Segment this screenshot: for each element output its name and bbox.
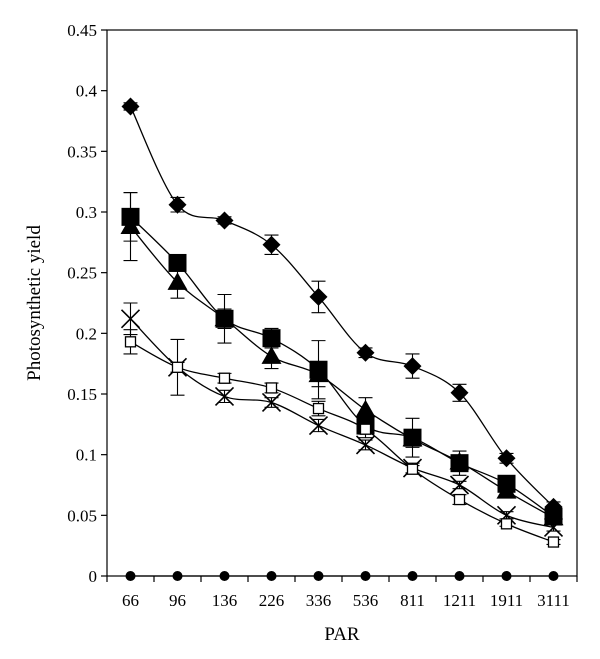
series-line (129, 106, 554, 508)
data-point-square (168, 253, 187, 272)
x-tick-label: 3111 (537, 591, 570, 610)
x-tick-label: 226 (259, 591, 285, 610)
series-line (130, 226, 554, 519)
y-tick-label: 0.25 (67, 264, 97, 283)
data-point-circle (125, 571, 136, 581)
data-point-cross (120, 309, 141, 329)
data-point-triangle (355, 399, 376, 418)
x-tick-label: 136 (212, 591, 238, 610)
data-point-circle (172, 571, 183, 581)
data-point-cross (543, 517, 564, 538)
data-point-circle (407, 571, 418, 581)
x-tick-label: 96 (169, 591, 186, 610)
y-tick-label: 0.35 (67, 142, 97, 161)
y-tick-label: 0.4 (76, 82, 98, 101)
data-point-diamond (403, 357, 422, 376)
data-point-triangle (167, 272, 188, 290)
data-point-circle (266, 571, 277, 581)
y-axis-title: Photosynthetic yield (24, 225, 45, 381)
data-point-open-square (406, 463, 419, 475)
data-point-square (262, 329, 281, 348)
y-tick-label: 0.3 (76, 203, 97, 222)
y-tick-label: 0.1 (76, 446, 97, 465)
x-tick-label: 536 (353, 591, 379, 610)
data-point-cross (355, 435, 376, 455)
x-tick-label: 336 (306, 591, 332, 610)
data-point-open-square (500, 518, 513, 530)
y-tick-label: 0.45 (67, 21, 97, 40)
data-point-triangle (449, 451, 470, 470)
data-point-circle (454, 571, 465, 581)
data-point-circle (219, 571, 230, 581)
y-tick-label: 0.15 (67, 385, 97, 404)
data-point-cross (308, 415, 329, 436)
data-point-cross (214, 386, 235, 406)
series-line (130, 216, 554, 518)
data-point-open-square (312, 402, 325, 415)
data-point-triangle (496, 481, 517, 499)
data-point-diamond (356, 343, 375, 362)
series-line (130, 341, 554, 543)
x-tick-label: 811 (400, 591, 425, 610)
x-tick-label: 66 (122, 591, 139, 610)
data-point-open-square (547, 536, 560, 548)
data-point-cross (449, 475, 470, 495)
series-line (130, 318, 554, 529)
data-point-triangle (308, 364, 329, 383)
data-point-circle (360, 571, 371, 581)
data-point-open-square (218, 372, 231, 384)
data-point-triangle (402, 428, 423, 447)
data-point-triangle (261, 346, 282, 364)
y-tick-label: 0.05 (67, 506, 97, 525)
data-point-open-square (124, 336, 137, 348)
series-cross (120, 302, 564, 538)
data-point-open-square (359, 423, 372, 435)
series-diamond (121, 97, 563, 516)
data-point-diamond (121, 97, 140, 116)
data-point-open-square (453, 493, 466, 506)
series-triangle (120, 192, 564, 526)
data-point-circle (548, 571, 559, 581)
data-point-diamond (168, 195, 187, 214)
series-square-filled (121, 192, 563, 526)
data-point-triangle (543, 507, 564, 526)
x-axis-title: PAR (324, 624, 360, 645)
x-tick-label: 1211 (443, 591, 476, 610)
data-point-diamond (262, 235, 281, 254)
y-axis: 0 0.05 0.1 0.15 0.2 0.25 0.3 0.35 0.4 0.45 (67, 21, 107, 586)
data-point-diamond (309, 287, 328, 306)
data-point-diamond (450, 383, 469, 402)
y-tick-label: 0.2 (76, 324, 97, 343)
data-point-circle (313, 571, 324, 581)
series-layer (120, 97, 564, 581)
data-point-diamond (215, 211, 234, 230)
y-tick-label: 0 (89, 567, 98, 586)
data-point-cross (261, 392, 282, 413)
x-tick-label: 1911 (490, 591, 523, 610)
data-point-diamond (497, 449, 516, 468)
data-point-diamond (544, 497, 563, 516)
data-point-open-square (171, 361, 184, 373)
data-point-circle (501, 571, 512, 581)
data-point-triangle (214, 308, 235, 327)
series-circle (125, 571, 559, 581)
data-point-triangle (120, 216, 141, 235)
x-axis: 66 96 136 226 336 536 811 1211 1911 3111 (106, 576, 578, 610)
data-point-open-square (265, 382, 278, 394)
series-square-open (123, 329, 561, 548)
